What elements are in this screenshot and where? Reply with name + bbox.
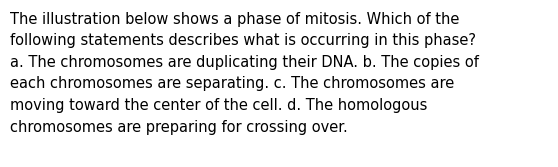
Text: The illustration below shows a phase of mitosis. Which of the
following statemen: The illustration below shows a phase of … xyxy=(10,12,479,135)
